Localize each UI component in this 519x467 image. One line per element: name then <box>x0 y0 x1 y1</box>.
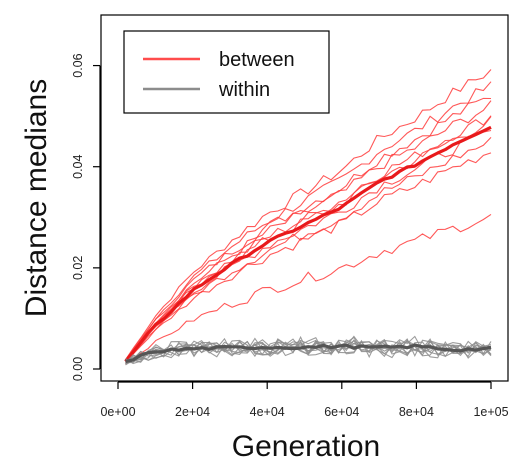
x-axis: 0e+00 2e+04 4e+04 6e+04 8e+04 1e+05 <box>100 381 509 419</box>
mean-line-within <box>125 343 492 363</box>
replicate-line-within <box>125 335 492 362</box>
replicate-line-between <box>125 100 492 362</box>
replicate-line-within <box>125 337 492 365</box>
replicate-line-within <box>125 338 492 364</box>
series-group-within <box>125 335 492 366</box>
replicate-line-between <box>125 97 492 361</box>
y-axis-title: Distance medians <box>20 79 53 317</box>
y-tick-label: 0.04 <box>71 155 85 179</box>
replicate-line-within <box>125 336 492 365</box>
y-tick-label: 0.02 <box>71 256 85 280</box>
legend: between within <box>123 30 330 114</box>
x-axis-title: Generation <box>232 430 380 463</box>
x-tick-label: 6e+04 <box>324 405 359 419</box>
mean-line-between <box>124 125 492 363</box>
replicate-line-between <box>125 213 492 365</box>
replicate-line-between <box>125 116 492 362</box>
x-tick-label: 4e+04 <box>250 405 285 419</box>
x-tick-label: 8e+04 <box>399 405 434 419</box>
x-tick-label: 0e+00 <box>100 405 135 419</box>
legend-box <box>123 30 330 114</box>
legend-label-within: within <box>218 79 270 101</box>
replicate-line-between <box>125 81 492 361</box>
replicate-line-within <box>125 339 492 366</box>
y-tick-label: 0.06 <box>71 53 85 77</box>
replicate-line-between <box>125 115 492 362</box>
replicate-line-between <box>125 129 492 362</box>
y-axis: 0.00 0.02 0.04 0.06 <box>71 53 101 381</box>
replicate-line-between <box>125 152 492 363</box>
legend-label-between: between <box>219 49 295 71</box>
series-group-between <box>124 69 492 365</box>
series-layer <box>124 69 492 366</box>
replicate-line-between <box>125 69 492 361</box>
y-tick-label: 0.00 <box>71 357 85 381</box>
x-tick-label: 2e+04 <box>175 405 210 419</box>
plot-frame <box>100 14 509 382</box>
x-tick-label: 1e+05 <box>473 405 508 419</box>
